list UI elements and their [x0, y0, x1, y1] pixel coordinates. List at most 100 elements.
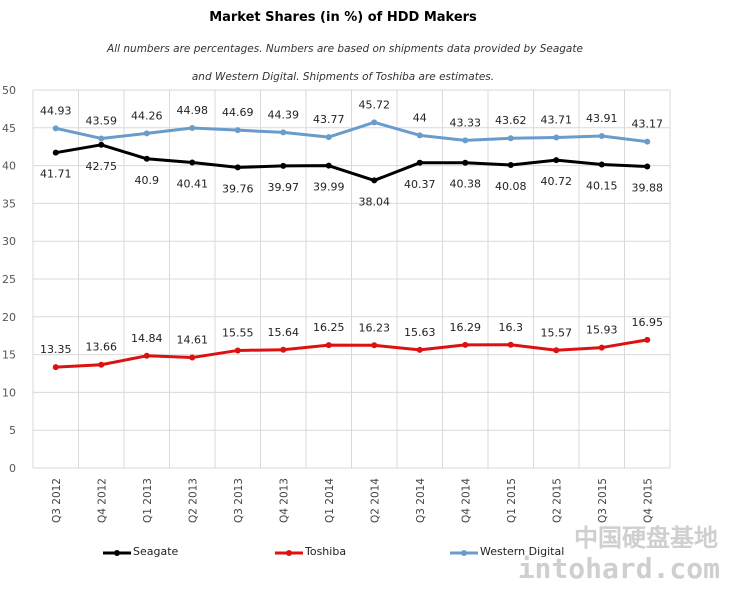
x-tick-label: Q3 2012	[51, 478, 63, 523]
chart-subtitle-line-2: and Western Digital. Shipments of Toshib…	[192, 71, 494, 83]
data-label: 39.99	[313, 181, 345, 194]
x-tick-label: Q2 2014	[369, 478, 381, 523]
data-point	[143, 130, 150, 137]
data-label: 44.98	[177, 104, 209, 117]
data-point	[98, 135, 105, 142]
data-point	[189, 354, 196, 361]
x-tick-label: Q3 2014	[415, 478, 427, 523]
series-line	[55, 338, 648, 369]
legend-label: Toshiba	[304, 545, 346, 558]
watermark-chinese: 中国硬盘基地	[574, 524, 718, 552]
data-point	[325, 134, 332, 141]
data-point	[644, 336, 651, 343]
x-tick-label: Q3 2013	[233, 478, 245, 523]
y-tick-label: 35	[2, 197, 16, 210]
data-label: 38.04	[359, 195, 391, 208]
data-point	[143, 352, 150, 359]
data-point	[234, 347, 241, 354]
chart-title: Market Shares (in %) of HDD Makers	[209, 10, 477, 25]
data-point	[52, 364, 59, 371]
data-point	[507, 135, 514, 142]
data-label: 15.57	[541, 326, 573, 339]
data-label: 39.76	[222, 182, 254, 195]
data-label: 16.29	[450, 321, 482, 334]
y-tick-label: 20	[2, 311, 16, 324]
data-label: 43.91	[586, 112, 618, 125]
x-tick-label: Q4 2012	[96, 478, 108, 523]
data-point	[598, 161, 605, 168]
data-label: 40.15	[586, 179, 618, 192]
y-tick-label: 25	[2, 273, 16, 286]
data-point	[280, 129, 287, 136]
data-label: 16.95	[632, 316, 664, 329]
watermark-url: intohard.com	[518, 552, 720, 585]
data-point	[462, 341, 469, 348]
data-label: 40.41	[177, 178, 209, 191]
data-point	[98, 361, 105, 368]
data-label: 43.17	[632, 118, 664, 131]
data-label: 39.97	[268, 181, 300, 194]
data-label: 45.72	[359, 98, 391, 111]
data-label: 16.23	[359, 321, 391, 334]
data-label: 13.35	[40, 343, 72, 356]
data-point	[598, 133, 605, 140]
data-label: 42.75	[86, 160, 118, 173]
y-tick-label: 45	[2, 122, 16, 135]
legend: Seagate Toshiba Western Digital	[103, 545, 564, 558]
data-point	[52, 125, 59, 132]
data-label: 40.9	[135, 174, 160, 187]
data-point	[98, 141, 105, 148]
data-label: 40.08	[495, 180, 527, 193]
data-point	[371, 342, 378, 349]
data-point	[644, 163, 651, 170]
x-tick-label: Q4 2014	[460, 478, 472, 523]
data-point	[234, 127, 241, 134]
legend-swatch-marker	[461, 550, 467, 556]
y-axis-ticks: 0 5 10 15 20 25 30 35 40 45 50	[2, 84, 16, 475]
data-point	[280, 346, 287, 353]
data-label: 15.63	[404, 326, 436, 339]
data-label: 44	[413, 111, 427, 124]
data-point	[553, 134, 560, 141]
data-label: 15.55	[222, 326, 254, 339]
data-label: 41.71	[40, 168, 72, 181]
data-label: 43.62	[495, 114, 527, 127]
x-tick-label: Q3 2015	[597, 478, 609, 523]
series-western-digital: 44.93 43.59 44.26 44.98 44.69 44.39 43.77 45.72…	[40, 98, 664, 145]
data-label: 15.64	[268, 326, 300, 339]
data-label: 40.72	[541, 175, 573, 188]
data-point	[52, 149, 59, 156]
x-tick-label: Q1 2015	[506, 478, 518, 523]
chart-subtitle-line-1: All numbers are percentages. Numbers are…	[106, 43, 583, 55]
legend-label: Western Digital	[480, 545, 564, 558]
x-tick-label: Q2 2013	[187, 478, 199, 523]
data-point	[143, 155, 150, 162]
data-label: 43.33	[450, 116, 482, 129]
data-point	[416, 159, 423, 166]
series-group: 44.93 43.59 44.26 44.98 44.69 44.39 43.77 45.72…	[40, 98, 664, 371]
series-line	[55, 120, 648, 144]
y-tick-label: 0	[9, 462, 16, 475]
data-label: 44.93	[40, 104, 72, 117]
y-tick-label: 5	[9, 424, 16, 437]
x-axis-ticks: Q3 2012 Q4 2012 Q1 2013 Q2 2013 Q3 2013 Q4 20…	[51, 478, 655, 523]
series-line	[55, 143, 648, 182]
data-point	[553, 157, 560, 164]
data-point	[462, 159, 469, 166]
data-point	[507, 161, 514, 168]
data-label: 13.66	[86, 341, 118, 354]
data-label: 14.84	[131, 332, 163, 345]
x-tick-label: Q4 2013	[278, 478, 290, 523]
legend-label: Seagate	[133, 545, 179, 558]
data-label: 44.26	[131, 109, 163, 122]
data-point	[325, 342, 332, 349]
y-tick-label: 50	[2, 84, 16, 97]
data-label: 44.39	[268, 108, 300, 121]
data-label: 40.37	[404, 178, 436, 191]
data-label: 16.3	[499, 321, 524, 334]
y-tick-label: 10	[2, 386, 16, 399]
series-seagate: 41.71 42.75 40.9 40.41 39.76 39.97 39.99 38.04 4…	[40, 141, 663, 208]
watermark: 中国硬盘基地 intohard.com	[518, 524, 720, 585]
data-point	[280, 162, 287, 169]
